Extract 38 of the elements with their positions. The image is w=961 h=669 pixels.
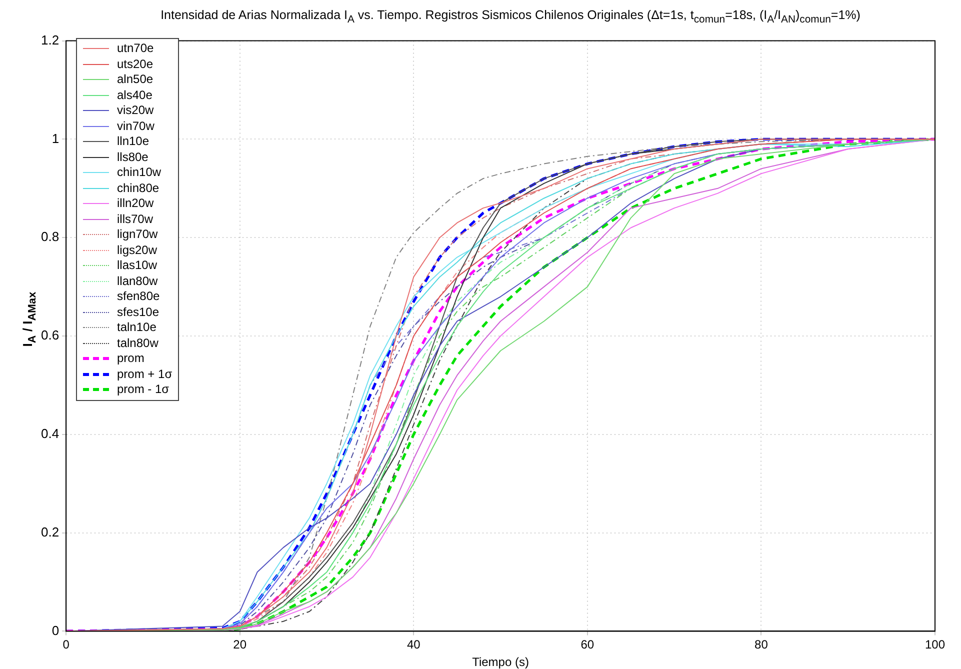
- legend-label: lln10e: [117, 134, 150, 150]
- legend-label: ligs20w: [117, 242, 158, 258]
- legend-label: llan80w: [117, 274, 158, 289]
- legend-label: aln50e: [117, 72, 154, 88]
- legend-label: utn70e: [117, 41, 154, 56]
- y-tick-label: 0.2: [40, 524, 60, 540]
- x-tick-label: 60: [580, 638, 594, 652]
- y-tick-label: 0: [52, 622, 60, 638]
- legend-label: chin80e: [117, 180, 160, 196]
- y-tick-label: 0.8: [40, 229, 60, 244]
- legend-label: ills70w: [117, 212, 154, 227]
- y-tick-label: 1: [52, 130, 60, 146]
- legend-label: illn20w: [117, 196, 154, 212]
- y-tick-label: 0.6: [40, 328, 60, 343]
- x-tick-label: 20: [233, 638, 247, 652]
- x-tick-label: 80: [754, 638, 768, 652]
- legend-label: uts20e: [117, 56, 154, 72]
- x-tick-label: 100: [924, 638, 946, 652]
- legend-label: prom: [117, 351, 144, 366]
- legend-label: prom - 1σ: [117, 382, 170, 398]
- legend-label: taln80w: [117, 336, 158, 351]
- legend-label: lign70w: [117, 227, 158, 242]
- legend-label: als40e: [117, 88, 152, 103]
- y-tick-label: 1.2: [40, 32, 60, 48]
- y-tick-label: 0.4: [40, 426, 60, 441]
- x-axis-title: Tiempo (s): [472, 655, 529, 669]
- legend-label: chin10w: [117, 165, 162, 180]
- legend-label: lls80e: [117, 150, 148, 165]
- legend-label: sfen80e: [117, 289, 160, 304]
- chart-title: Intensidad de Arias Normalizada I$_{A}$ vs. Tiempo. Registros Sismicos Chilenos Originales (Δt=1s, t$_{comun}$=18s, (I$_{A}$/I$_{AN}$)$_{comun}$=1%): [160, 8, 860, 26]
- legend-label: vin70w: [117, 118, 154, 134]
- x-tick-label: 0: [62, 638, 70, 652]
- legend-label: taln10e: [117, 320, 156, 336]
- legend-label: sfes10e: [117, 304, 160, 320]
- legend-label: vis20w: [117, 103, 154, 118]
- legend-label: llas10w: [117, 258, 158, 274]
- x-tick-label: 40: [406, 638, 421, 652]
- legend-label: prom + 1σ: [117, 366, 172, 382]
